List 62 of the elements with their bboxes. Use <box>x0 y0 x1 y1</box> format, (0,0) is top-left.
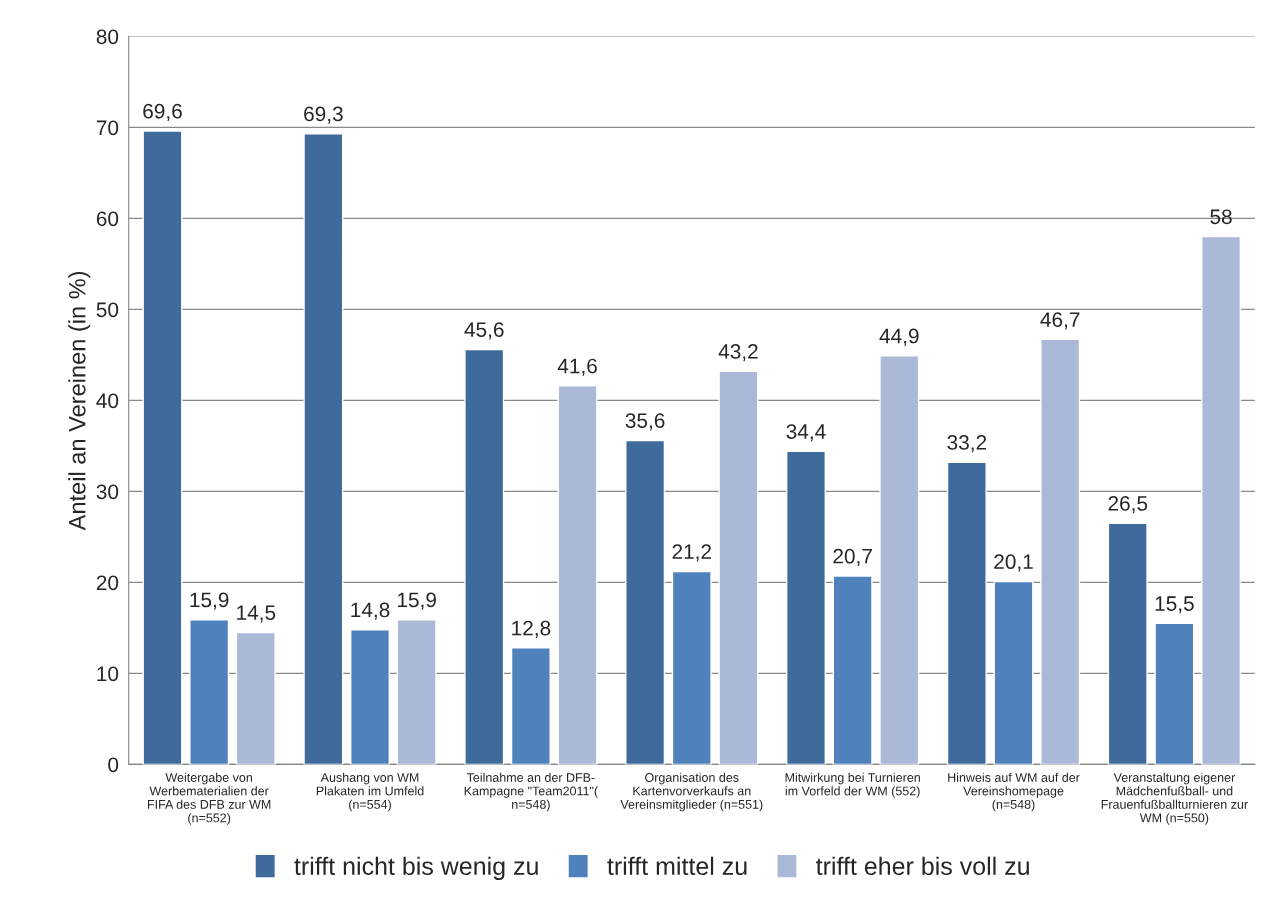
bar <box>464 348 505 765</box>
y-tick-label: 30 <box>96 484 119 500</box>
data-label: 45,6 <box>464 322 504 340</box>
legend-label: trifft nicht bis wenig zu <box>294 856 538 880</box>
bar <box>718 370 759 765</box>
x-tick-label: Veranstaltung eigener Mädchenfußball- und Frauenfußballturnieren zur WM (n=550) <box>1101 772 1248 825</box>
data-label: 26,5 <box>1108 496 1148 514</box>
data-label: 34,4 <box>786 424 826 442</box>
y-tick-label: 50 <box>96 302 119 318</box>
data-label: 43,2 <box>718 344 758 362</box>
y-tick-label: 80 <box>96 29 119 45</box>
y-tick-label: 0 <box>108 757 119 773</box>
data-label: 35,6 <box>625 413 665 431</box>
data-label: 15,9 <box>397 592 436 610</box>
data-label: 69,3 <box>304 106 343 124</box>
bar <box>832 575 873 765</box>
x-tick-label: Mitwirkung bei Turnieren im Vorfeld der WM (552) <box>785 772 920 798</box>
x-tick-label: Teilnahme an der DFB- Kampagne "Team2011"( n=548) <box>464 772 599 812</box>
data-label: 15,9 <box>190 592 229 610</box>
x-tick-label: Aushang von WM Plakaten im Umfeld (n=554) <box>316 772 424 812</box>
bar <box>785 450 826 765</box>
data-label: 69,6 <box>143 103 182 122</box>
bar <box>510 647 551 765</box>
bar <box>557 385 598 765</box>
data-label: 21,2 <box>672 544 711 562</box>
data-label: 14,8 <box>351 602 390 620</box>
y-tick-label: 10 <box>97 666 119 682</box>
data-label: 41,6 <box>557 358 597 376</box>
x-tick-label: Weitergabe von Werbematerialien der FIFA des DFB zur WM (n=552) <box>148 772 271 825</box>
y-tick-label: 70 <box>96 120 119 136</box>
x-tick-label: Organisation des Kartenvorverkaufs an Vereinsmitglieder (n=551) <box>620 772 763 812</box>
bar <box>993 580 1034 765</box>
data-label: 12,8 <box>512 620 551 638</box>
data-label: 15,5 <box>1155 596 1194 614</box>
legend-label: trifft eher bis voll zu <box>816 856 1029 876</box>
bar <box>396 619 437 765</box>
y-tick-label: 60 <box>96 211 119 227</box>
bar <box>1201 235 1242 765</box>
bar <box>946 461 987 765</box>
x-tick-label: Hinweis auf WM auf der Vereinshomepage (n=548) <box>948 772 1080 812</box>
bar <box>671 570 712 765</box>
bar <box>625 439 666 765</box>
data-label: 58 <box>1210 209 1232 225</box>
bar <box>1107 522 1148 765</box>
y-tick-label: 40 <box>96 393 119 409</box>
data-label: 20,7 <box>833 548 872 567</box>
bar <box>1040 338 1081 765</box>
bar <box>235 631 276 765</box>
data-label: 44,9 <box>879 328 919 346</box>
bar <box>142 130 183 765</box>
bar <box>350 629 391 765</box>
bar <box>879 355 920 765</box>
data-label: 20,1 <box>994 554 1033 572</box>
bar <box>303 133 344 765</box>
data-label: 46,7 <box>1040 312 1080 330</box>
bar <box>1154 622 1195 765</box>
data-label: 33,2 <box>947 435 987 453</box>
bar <box>189 619 230 765</box>
legend-label: trifft mittel zu <box>607 856 747 876</box>
y-axis-title: Anteil an Vereinen (in %) <box>68 271 91 531</box>
y-tick-label: 20 <box>96 575 119 591</box>
data-label: 14,5 <box>237 605 276 623</box>
